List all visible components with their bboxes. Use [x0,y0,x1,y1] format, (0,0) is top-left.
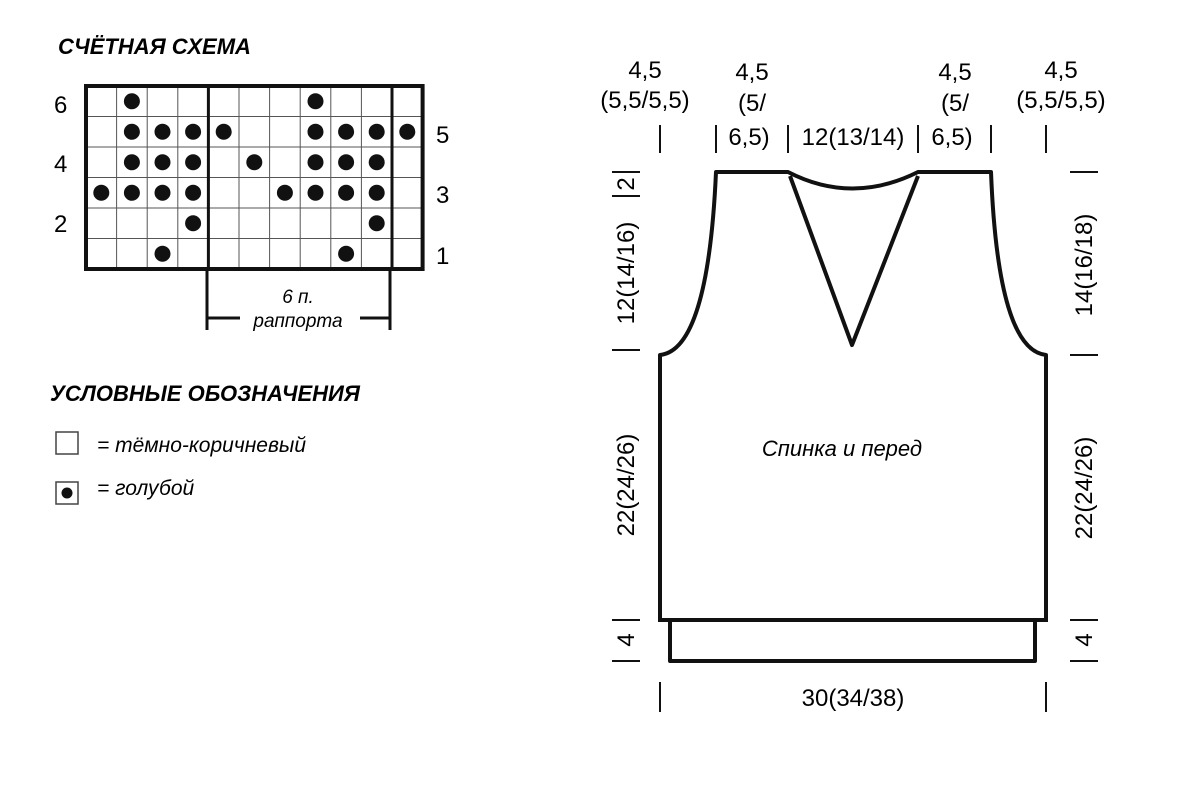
row-number-3: 3 [436,182,449,209]
repeat-label-stitches: 6 п. [282,287,314,308]
vest-outline [658,170,1048,663]
left-dimension-ticks [612,171,640,662]
legend-title: УСЛОВНЫЕ ОБОЗНАЧЕНИЯ [50,381,361,406]
chart-dot [276,184,293,201]
row-number-5: 5 [436,122,449,149]
right-rib-dim: 4 [1071,633,1098,646]
chart-dot [154,184,171,201]
repeat-label-text: раппорта [252,311,342,332]
chart-dot [123,154,140,171]
shoulder-left-inner-2: (5/ [738,90,766,117]
chart-dot [185,123,202,140]
chart-dot [123,93,140,110]
chart-dot [154,245,171,262]
chart-dot [307,93,324,110]
right-dimension-ticks [1070,171,1098,662]
shoulder-left-outer-1: 4,5 [628,57,661,84]
chart-dot [215,123,232,140]
row-number-4: 4 [54,151,67,178]
chart-dot [185,154,202,171]
chart-dot [338,154,355,171]
row-number-6: 6 [54,92,67,119]
repeat-bracket [205,268,392,330]
row-number-1: 1 [436,243,449,270]
shoulder-right-inner-3: 6,5) [931,124,972,151]
chart-dot [368,154,385,171]
chart-dot [123,184,140,201]
legend-empty-symbol [55,431,79,455]
chart-dot [368,123,385,140]
chart-dot [399,123,416,140]
colorwork-chart [84,84,425,271]
right-armhole-dim: 14(16/18) [1071,214,1098,317]
chart-dot [368,215,385,232]
chart-dot [338,123,355,140]
chart-dot [154,123,171,140]
chart-dot [185,184,202,201]
legend-dot-label: = голубой [97,477,194,500]
shoulder-right-inner-1: 4,5 [938,59,971,86]
top-dimension-ticks [659,125,1047,153]
chart-border [84,84,425,271]
bottom-dimension-ticks [659,682,1047,712]
left-body-dim: 22(24/26) [613,434,640,537]
row-number-2: 2 [54,211,67,238]
chart-dot [307,123,324,140]
piece-label: Спинка и перед [762,436,922,461]
shoulder-right-inner-2: (5/ [941,90,969,117]
chart-dot [368,184,385,201]
neck-width: 12(13/14) [802,124,905,151]
chart-dot [338,184,355,201]
left-armhole-dim: 12(14/16) [613,222,640,325]
chart-dot [246,154,263,171]
chart-dot [154,154,171,171]
chart-dot [93,184,110,201]
chart-dot [307,184,324,201]
chart-dot [338,245,355,262]
shoulder-right-outer-2: (5,5/5,5) [1016,87,1105,114]
left-rib-dim: 4 [613,633,640,646]
right-body-dim: 22(24/26) [1071,437,1098,540]
bottom-width-dim: 30(34/38) [802,685,905,712]
shoulder-right-outer-1: 4,5 [1044,57,1077,84]
chart-title: СЧЁТНАЯ СХЕМА [58,34,251,59]
legend-dot-icon [61,487,73,499]
chart-dot [185,215,202,232]
chart-dot [123,123,140,140]
neck-depth-dim: 2 [613,177,640,190]
shoulder-left-inner-3: 6,5) [728,124,769,151]
legend-empty-label: = тёмно-коричневый [97,434,306,457]
shoulder-left-inner-1: 4,5 [735,59,768,86]
shoulder-left-outer-2: (5,5/5,5) [600,87,689,114]
chart-dot [307,154,324,171]
